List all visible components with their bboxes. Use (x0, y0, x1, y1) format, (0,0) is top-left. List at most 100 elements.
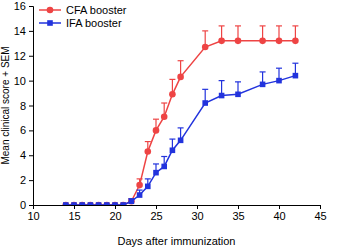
y-tick: 0 (20, 199, 33, 211)
y-tick-mark (29, 155, 33, 156)
legend-marker-group (47, 20, 53, 26)
legend-entry: IFA booster (39, 17, 122, 29)
y-tick: 8 (20, 100, 33, 112)
marker-group (104, 202, 110, 205)
x-tick: 40 (273, 205, 285, 222)
data-point (153, 170, 159, 176)
series-0 (63, 26, 299, 205)
marker-group (145, 184, 151, 190)
y-tick: 12 (14, 50, 33, 62)
data-point (104, 202, 111, 205)
x-tick-label: 10 (27, 210, 39, 222)
marker-group (128, 198, 135, 205)
error-bar-cap (202, 89, 208, 90)
data-point (161, 164, 167, 170)
data-point (202, 100, 208, 106)
y-tick-label: 10 (14, 75, 26, 87)
data-point (145, 148, 152, 155)
x-axis-title: Days after immunization (118, 235, 236, 247)
data-point (120, 202, 127, 205)
marker-group (120, 202, 126, 205)
y-tick-mark (29, 6, 33, 7)
legend-label: CFA booster (66, 4, 127, 16)
x-tick-label: 20 (109, 210, 121, 222)
x-tick-mark (156, 205, 157, 209)
marker-group (259, 38, 266, 45)
marker-group (63, 202, 70, 205)
y-axis-title: Mean clinical score + SEM (0, 46, 11, 164)
marker-group (218, 38, 225, 45)
data-point (169, 91, 176, 98)
chart: 10152025303540450246810121416CFA booster… (0, 0, 346, 251)
x-axis-line (34, 206, 321, 210)
marker-group (112, 202, 118, 205)
error-bar-cap (178, 60, 184, 61)
marker-group (104, 202, 111, 205)
data-point (136, 182, 143, 189)
data-point (219, 93, 225, 99)
data-point (153, 127, 160, 134)
legend-marker (47, 7, 54, 14)
data-point (88, 202, 94, 205)
marker-group (219, 93, 225, 99)
marker-group (136, 182, 143, 189)
data-layer (63, 26, 299, 205)
data-point (293, 73, 299, 79)
x-tick: 20 (109, 205, 121, 222)
marker-group (88, 202, 94, 205)
marker-group (71, 202, 77, 205)
y-tick: 16 (14, 0, 33, 12)
y-tick: 4 (20, 149, 33, 161)
error-bar-cap (178, 127, 184, 128)
error-bar-cap (260, 71, 266, 72)
data-point (120, 202, 126, 205)
error-bar-cap (161, 102, 167, 103)
x-tick-label: 15 (68, 210, 80, 222)
y-tick-mark (29, 130, 33, 131)
data-point (161, 113, 168, 120)
marker-group (95, 202, 102, 205)
data-point (260, 82, 266, 88)
data-point (137, 192, 143, 198)
error-bar-cap (219, 25, 225, 26)
y-tick-label: 16 (14, 0, 26, 12)
marker-group (292, 38, 299, 45)
x-tick: 30 (191, 205, 203, 222)
y-tick-label: 4 (20, 149, 26, 161)
y-tick: 2 (20, 174, 33, 186)
error-bar-cap (276, 25, 282, 26)
data-point (129, 198, 135, 204)
data-point (71, 202, 78, 205)
data-point (63, 202, 69, 205)
x-tick-mark (238, 205, 239, 209)
marker-group (137, 192, 143, 198)
y-tick-label: 0 (20, 199, 26, 211)
x-tick: 10 (27, 205, 39, 222)
data-point (276, 38, 283, 45)
y-axis: 0246810121416 (14, 0, 34, 211)
legend-marker (47, 20, 53, 26)
error-bar-cap (145, 141, 151, 142)
marker-group (79, 202, 85, 205)
x-axis: 1015202530354045 (27, 205, 326, 222)
data-point (95, 202, 102, 205)
marker-group (260, 82, 266, 88)
error-bar-cap (276, 68, 282, 69)
error-bar-cap (153, 119, 159, 120)
marker-group (177, 74, 184, 81)
marker-group (145, 148, 152, 155)
marker-group (235, 92, 241, 98)
marker-group (178, 138, 184, 144)
error-bar-cap (202, 30, 208, 31)
data-point (112, 202, 119, 205)
error-bar-cap (137, 189, 143, 190)
error-bar-cap (153, 163, 159, 164)
marker-group (63, 202, 69, 205)
x-tick-label: 45 (314, 210, 326, 222)
data-point (79, 202, 85, 205)
data-point (87, 202, 94, 205)
data-point (71, 202, 77, 205)
marker-group (235, 38, 242, 45)
data-point (235, 38, 242, 45)
data-point (178, 138, 184, 144)
